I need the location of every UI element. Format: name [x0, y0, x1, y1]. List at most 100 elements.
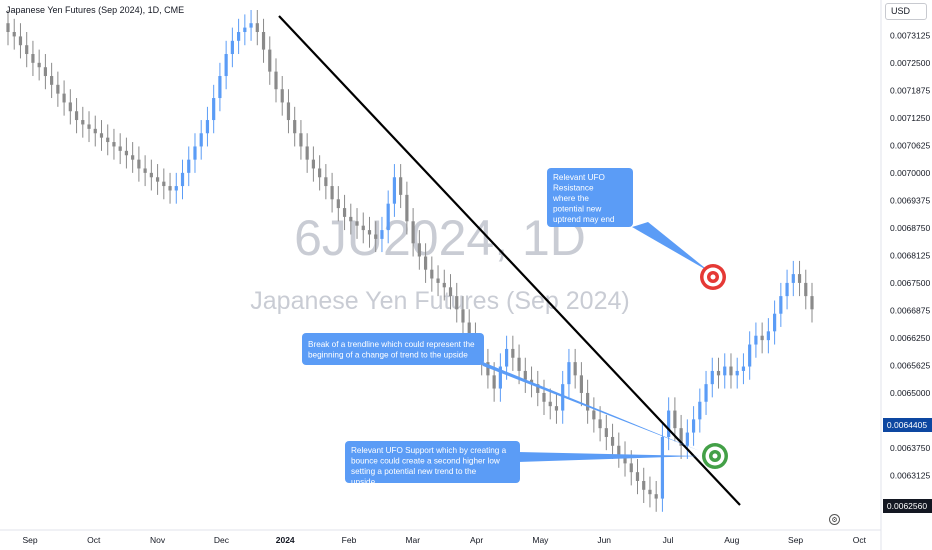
candle-body: [43, 67, 47, 77]
candle-body: [754, 335, 758, 345]
candle: [143, 155, 147, 187]
candle-body: [648, 489, 652, 495]
candle: [660, 423, 665, 512]
price-tick: 0.0070625: [890, 140, 930, 150]
candle: [567, 348, 571, 398]
candle-body: [529, 379, 534, 385]
candle-body: [691, 419, 696, 433]
candle: [149, 159, 153, 191]
candle: [442, 269, 446, 301]
candle: [180, 159, 185, 200]
candle: [299, 120, 303, 160]
candle-body: [785, 282, 789, 297]
candle: [274, 58, 278, 103]
candle: [529, 366, 534, 398]
candle-body: [205, 120, 210, 134]
candle-body: [399, 177, 403, 195]
candle-body: [598, 419, 602, 429]
candle: [193, 133, 197, 173]
candle: [118, 133, 122, 165]
candle-body: [311, 159, 315, 169]
candle: [423, 243, 428, 283]
candle-body: [716, 370, 721, 376]
candle-body: [604, 428, 608, 437]
price-axis: 0.0073125 0.0072500 0.0071875 0.0071250 0.00…: [890, 30, 930, 480]
candle-body: [710, 370, 714, 385]
candle-body: [561, 384, 565, 411]
candle: [367, 216, 372, 248]
candle-body: [610, 436, 615, 446]
candle: [648, 476, 652, 508]
candle: [523, 357, 527, 393]
currency-selector[interactable]: USD: [885, 3, 927, 20]
candle-body: [442, 282, 446, 288]
candle-body: [723, 366, 727, 376]
candle: [349, 203, 353, 235]
candle-body: [180, 172, 185, 187]
time-tick: Jul: [663, 535, 674, 545]
candle-body: [230, 40, 234, 55]
candle-body: [56, 84, 60, 94]
candle: [224, 40, 228, 90]
candle-body: [554, 406, 559, 411]
candle-body: [12, 32, 16, 37]
time-tick: 2024: [276, 535, 295, 545]
candle: [623, 441, 627, 477]
candle-body: [162, 181, 166, 187]
candle-body: [436, 278, 440, 283]
candle-body: [143, 168, 147, 173]
callout-line: Relevant UFO: [553, 173, 605, 182]
callout-line: setting a potential new trend to the: [351, 467, 477, 476]
candle-body: [243, 27, 247, 33]
candle-body: [330, 186, 334, 200]
candle-body: [511, 348, 515, 358]
candle-body: [174, 186, 178, 191]
candle: [716, 357, 721, 389]
candle-body: [87, 124, 91, 129]
candle-body: [112, 142, 116, 147]
time-tick: Oct: [87, 535, 101, 545]
candle: [760, 322, 764, 354]
candle-body: [299, 133, 303, 147]
candle-body: [224, 54, 228, 77]
candle: [436, 265, 440, 297]
candle-body: [255, 23, 259, 33]
candle: [87, 111, 91, 143]
candle-body: [679, 428, 683, 446]
candle: [698, 388, 702, 433]
candle: [237, 18, 241, 55]
candle: [654, 480, 658, 512]
candle: [417, 230, 421, 270]
candle: [673, 397, 677, 442]
candle: [399, 164, 403, 209]
candle-body: [380, 230, 384, 239]
candle: [548, 388, 552, 420]
candle: [804, 269, 808, 310]
candle: [168, 172, 172, 204]
candle-body: [367, 230, 372, 235]
price-tick: 0.0069375: [890, 195, 930, 205]
callout-line: upside: [351, 478, 376, 487]
candle: [561, 370, 565, 424]
candle: [779, 282, 783, 327]
time-tick: Apr: [470, 535, 483, 545]
candle: [218, 62, 222, 112]
candle: [592, 397, 596, 433]
candle: [691, 406, 696, 446]
candle: [205, 106, 210, 147]
gear-icon[interactable]: ⚙: [829, 514, 840, 525]
candle-body: [280, 89, 284, 103]
candle-body: [274, 71, 278, 90]
candle: [511, 335, 515, 371]
candle: [174, 172, 178, 204]
low-price-label: 0.0062560: [883, 499, 932, 513]
candle-body: [654, 494, 658, 499]
candle-body: [629, 463, 633, 473]
candles-layer: [6, 10, 814, 512]
time-tick: Aug: [724, 535, 739, 545]
candle: [741, 353, 746, 385]
candle-body: [405, 194, 409, 222]
candle: [99, 120, 104, 151]
candle: [261, 18, 266, 63]
price-tick: 0.0066250: [890, 333, 930, 343]
